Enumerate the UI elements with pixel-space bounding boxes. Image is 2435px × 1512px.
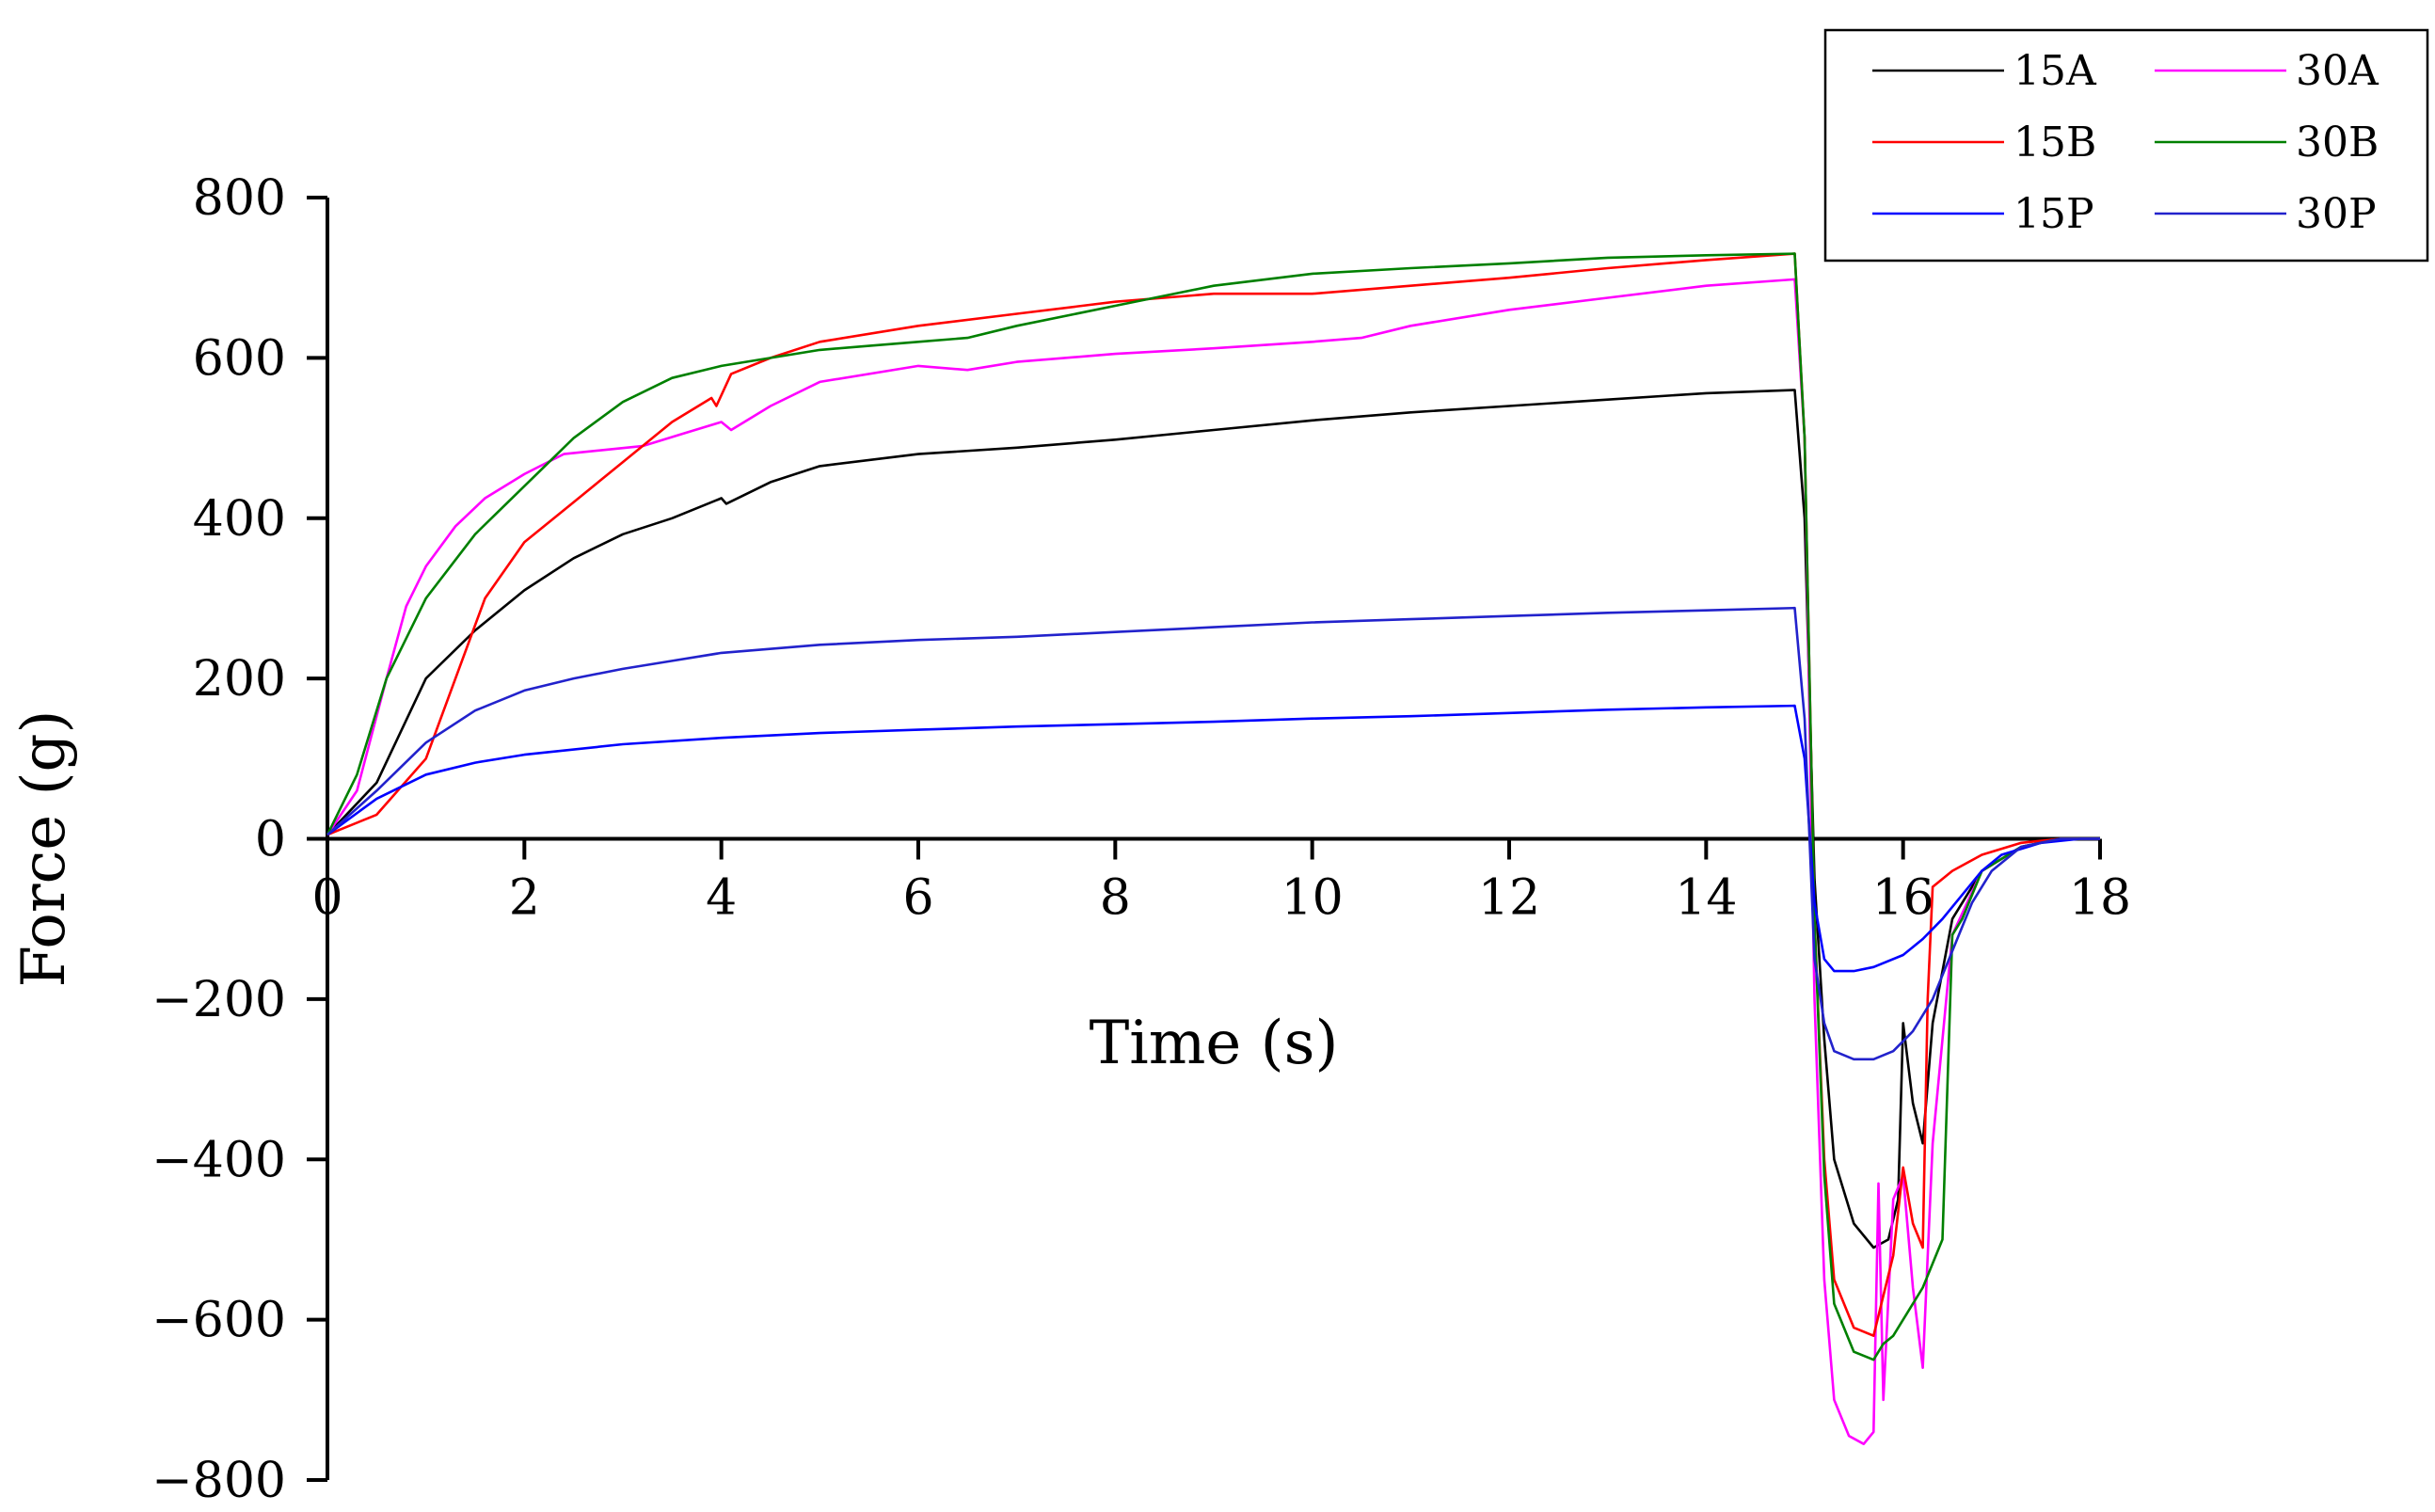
x-tick-label: 16 — [1872, 870, 1934, 927]
y-tick-label: 200 — [193, 651, 286, 708]
legend-label-30B: 30B — [2296, 119, 2379, 167]
x-tick-label: 6 — [902, 870, 933, 927]
y-tick-label: −400 — [151, 1132, 286, 1188]
legend: 15A 30A 15B 30B 15P 30P — [1823, 28, 2429, 263]
y-axis-title: Force (g) — [9, 710, 79, 988]
x-tick-label: 4 — [706, 870, 737, 927]
series-line-15B — [326, 252, 2100, 1337]
y-tick-label: 0 — [255, 812, 286, 868]
y-tick-label: 800 — [193, 170, 286, 227]
legend-label-30P: 30P — [2296, 190, 2377, 238]
x-tick-label: 2 — [509, 870, 540, 927]
x-tick-label: 14 — [1675, 870, 1737, 927]
series-line-15P — [326, 704, 2100, 973]
y-tick-label: −200 — [151, 972, 286, 1028]
legend-label-15B: 15B — [2013, 119, 2096, 167]
y-tick-label: 600 — [193, 330, 286, 387]
legend-label-30A: 30A — [2296, 47, 2379, 95]
legend-box — [1823, 28, 2429, 263]
series-layer — [326, 252, 2100, 1445]
x-axis-title: Time (s) — [1090, 1009, 1339, 1078]
x-tick-label: 10 — [1281, 870, 1344, 927]
series-line-30B — [326, 252, 2100, 1361]
x-tick-label: 0 — [311, 870, 342, 927]
series-line-30P — [326, 606, 2100, 1061]
axes: 800 600 400 200 0 −200 −400 −600 −800 0 2 4 6 8 10 12 14… — [151, 170, 2131, 1509]
legend-label-15P: 15P — [2013, 190, 2094, 238]
y-tick-label: −800 — [151, 1453, 286, 1509]
legend-label-15A: 15A — [2013, 47, 2097, 95]
series-line-15A — [326, 389, 2100, 1249]
x-tick-label: 18 — [2069, 870, 2131, 927]
x-tick-label: 8 — [1100, 870, 1131, 927]
x-tick-label: 12 — [1478, 870, 1540, 927]
y-tick-label: −600 — [151, 1293, 286, 1349]
y-tick-label: 400 — [193, 491, 286, 548]
